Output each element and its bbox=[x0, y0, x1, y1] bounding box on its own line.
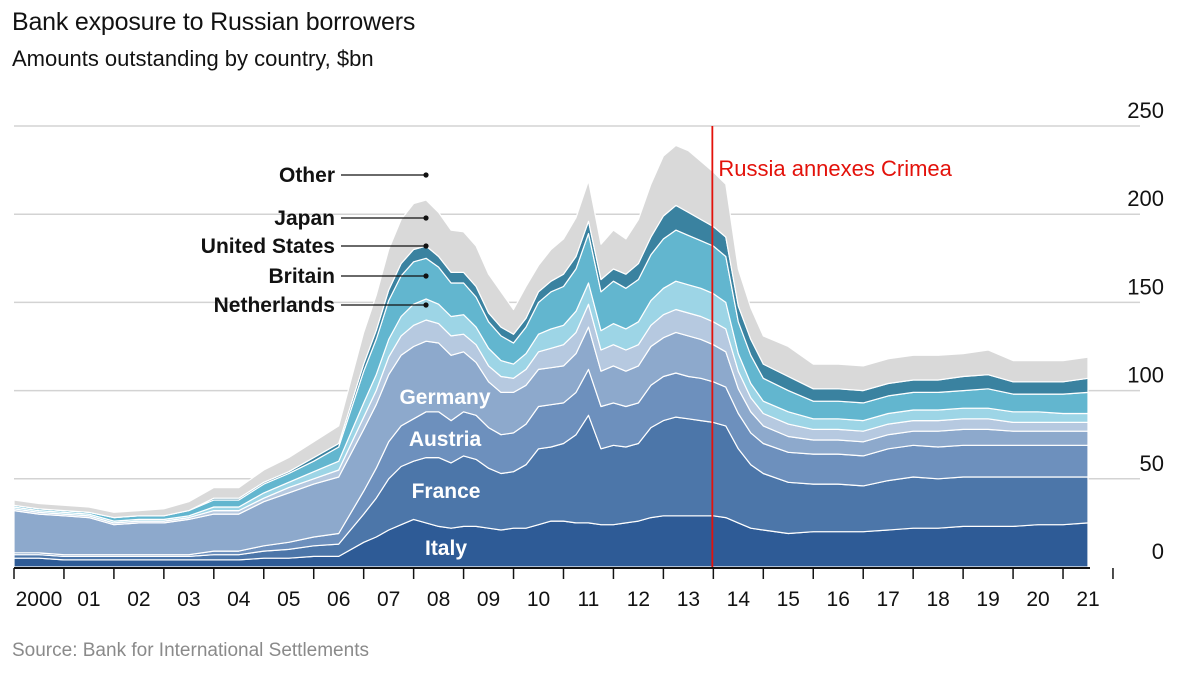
x-tick-label: 21 bbox=[1076, 588, 1099, 611]
x-tick-label: 18 bbox=[926, 588, 949, 611]
leader-dot bbox=[423, 243, 429, 249]
y-tick-label: 200 bbox=[1127, 186, 1164, 211]
x-tick-label: 2000 bbox=[16, 588, 63, 611]
x-tick-label: 06 bbox=[327, 588, 350, 611]
leader-dot bbox=[423, 273, 429, 279]
chart-subtitle: Amounts outstanding by country, $bn bbox=[12, 46, 374, 71]
label-netherlands: Netherlands bbox=[214, 294, 335, 317]
annotation: Russia annexes Crimea bbox=[711, 126, 953, 567]
x-tick-label: 15 bbox=[777, 588, 800, 611]
y-tick-label: 0 bbox=[1152, 539, 1164, 564]
label-france: France bbox=[412, 480, 481, 503]
x-tick-label: 14 bbox=[727, 588, 751, 611]
label-britain: Britain bbox=[268, 265, 335, 288]
x-tick-label: 04 bbox=[227, 588, 251, 611]
leader-dot bbox=[423, 215, 429, 221]
x-tick-label: 03 bbox=[177, 588, 200, 611]
x-tick-label: 07 bbox=[377, 588, 400, 611]
x-axis-ticks: 2000 01 02 03 04 05 06 07 08 09 10 11 12 13 14 15 16 17 18… bbox=[16, 588, 1100, 611]
chart-source: Source: Bank for International Settlemen… bbox=[12, 640, 369, 661]
label-germany: Germany bbox=[399, 386, 490, 409]
label-italy: Italy bbox=[425, 537, 467, 560]
x-tick-label: 13 bbox=[677, 588, 700, 611]
label-austria: Austria bbox=[409, 428, 482, 451]
y-tick-label: 100 bbox=[1127, 363, 1164, 388]
x-tick-label: 09 bbox=[477, 588, 500, 611]
y-axis-ticks: 0 50 100 150 200 250 bbox=[1127, 98, 1164, 564]
y-tick-label: 250 bbox=[1127, 98, 1164, 123]
x-tick-label: 08 bbox=[427, 588, 450, 611]
y-tick-label: 150 bbox=[1127, 274, 1164, 299]
x-tick-label: 02 bbox=[127, 588, 150, 611]
x-tick-label: 05 bbox=[277, 588, 300, 611]
x-tick-label: 10 bbox=[527, 588, 550, 611]
annotation-label: Russia annexes Crimea bbox=[718, 156, 952, 181]
area-series bbox=[13, 144, 1089, 568]
y-tick-label: 50 bbox=[1140, 451, 1164, 476]
x-tick-label: 01 bbox=[77, 588, 100, 611]
label-united-states: United States bbox=[201, 235, 335, 258]
leader-dot bbox=[423, 302, 429, 308]
x-tick-label: 11 bbox=[578, 588, 600, 611]
x-tick-label: 12 bbox=[627, 588, 650, 611]
chart-title: Bank exposure to Russian borrowers bbox=[12, 8, 416, 36]
label-japan: Japan bbox=[274, 207, 335, 230]
x-tick-label: 19 bbox=[976, 588, 999, 611]
label-other: Other bbox=[279, 164, 335, 187]
series-labels: Germany Austria France Italy Other Japan Unite… bbox=[201, 164, 491, 560]
x-tick-label: 16 bbox=[827, 588, 850, 611]
x-tick-label: 17 bbox=[877, 588, 900, 611]
leader-dot bbox=[423, 172, 429, 178]
x-tick-label: 20 bbox=[1026, 588, 1049, 611]
x-axis bbox=[13, 567, 1114, 579]
